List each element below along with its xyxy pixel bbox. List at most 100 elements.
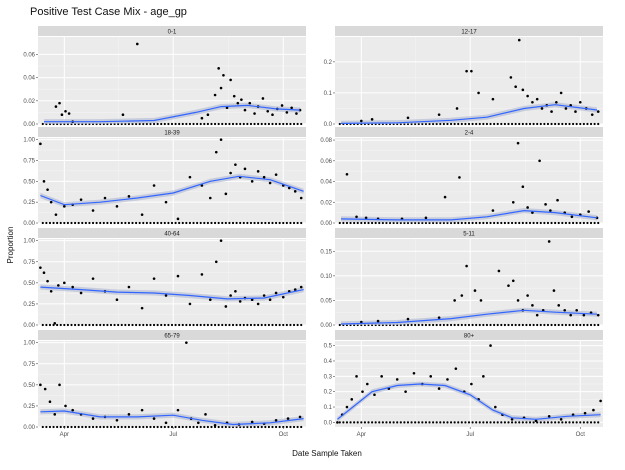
data-point-zero — [174, 122, 177, 126]
data-point-zero — [510, 323, 514, 327]
data-point — [489, 344, 492, 347]
data-point-zero — [435, 221, 438, 225]
data-point — [115, 298, 119, 302]
data-point-zero — [428, 221, 431, 225]
facet-strip — [335, 330, 603, 340]
data-point-zero — [52, 221, 55, 225]
data-point-zero — [102, 425, 105, 429]
data-point — [454, 367, 458, 370]
data-point-zero — [467, 421, 471, 424]
data-point-zero — [296, 425, 299, 429]
data-point-zero — [449, 221, 453, 225]
data-point-zero — [561, 122, 564, 126]
smooth-confidence-band — [44, 102, 300, 124]
data-point — [563, 308, 567, 312]
y-tick-label: 0.50 — [23, 383, 35, 389]
data-point — [185, 341, 188, 344]
data-point-zero — [374, 421, 377, 424]
data-point-zero — [503, 122, 506, 126]
data-point-zero — [106, 221, 109, 225]
data-point — [510, 418, 514, 421]
data-point — [470, 382, 473, 386]
y-tick-label: 0.5 — [324, 344, 333, 350]
data-point-zero — [242, 323, 245, 327]
data-point-zero — [260, 323, 263, 327]
y-tick-label: 0.04 — [23, 76, 35, 82]
data-point-zero — [267, 221, 271, 225]
x-axis-label: Date Sample Taken — [292, 449, 362, 458]
data-point-zero — [432, 421, 435, 424]
data-point — [140, 306, 144, 310]
data-point-zero — [66, 425, 70, 429]
data-point — [48, 400, 52, 404]
y-tick-label: 0.10 — [320, 274, 332, 280]
data-point-zero — [246, 323, 249, 327]
smooth-confidence-band — [40, 284, 304, 302]
data-point-zero — [546, 323, 550, 327]
data-point — [531, 211, 534, 214]
data-point-zero — [203, 221, 206, 225]
data-point-zero — [142, 323, 145, 327]
data-point-zero — [478, 221, 481, 225]
data-point-zero — [292, 122, 296, 126]
data-point — [559, 91, 563, 95]
data-point — [350, 398, 354, 401]
data-point-zero — [48, 425, 52, 429]
data-point-zero — [564, 323, 568, 327]
chart-title: Positive Test Case Mix - age_gp — [30, 6, 187, 18]
data-point-zero — [471, 421, 474, 424]
data-point-zero — [557, 421, 560, 424]
y-tick-label: 0.2 — [324, 390, 333, 396]
data-point — [531, 100, 534, 104]
data-point — [571, 413, 575, 417]
data-point-zero — [246, 425, 249, 429]
data-point — [281, 295, 285, 299]
y-tick-label: 0.0 — [324, 420, 333, 426]
panel-background — [335, 37, 603, 124]
data-point-zero — [593, 323, 596, 327]
data-point-zero — [374, 221, 377, 225]
data-point-zero — [475, 323, 478, 327]
data-point-zero — [145, 323, 148, 327]
data-point-zero — [131, 323, 134, 327]
data-point-zero — [271, 323, 274, 327]
data-point-zero — [442, 221, 445, 225]
data-point — [517, 38, 521, 42]
facet-strip — [335, 228, 603, 238]
x-tick-label: Apr — [357, 432, 366, 438]
data-point — [152, 417, 156, 420]
data-point-zero — [414, 323, 417, 327]
data-point-zero — [138, 221, 141, 225]
data-point — [298, 108, 302, 112]
data-point-zero — [403, 221, 406, 225]
data-point-zero — [381, 221, 384, 225]
data-point — [360, 119, 363, 123]
data-point-zero — [500, 323, 503, 327]
data-point-zero — [457, 221, 460, 225]
data-point — [224, 305, 228, 308]
data-point — [355, 375, 358, 378]
data-point — [176, 408, 180, 412]
data-point-zero — [432, 221, 435, 225]
data-point-zero — [414, 421, 417, 424]
data-point-zero — [203, 323, 206, 327]
y-tick-label: 0.08 — [320, 138, 332, 144]
data-point-zero — [457, 421, 460, 424]
data-point — [274, 291, 278, 295]
data-point-zero — [360, 221, 363, 225]
data-point-zero — [160, 221, 163, 225]
data-point-zero — [342, 221, 345, 225]
data-point — [39, 142, 42, 146]
data-point-zero — [471, 221, 474, 225]
data-point-zero — [571, 221, 575, 225]
data-point-zero — [149, 122, 152, 126]
data-point — [437, 113, 441, 116]
data-point — [219, 138, 223, 141]
data-point-zero — [267, 425, 271, 429]
data-point-zero — [131, 425, 134, 429]
data-point-zero — [127, 221, 131, 225]
data-point-zero — [181, 122, 184, 126]
data-point-zero — [127, 323, 131, 327]
data-point-zero — [367, 221, 370, 225]
y-tick-label: 0.1 — [324, 405, 333, 411]
